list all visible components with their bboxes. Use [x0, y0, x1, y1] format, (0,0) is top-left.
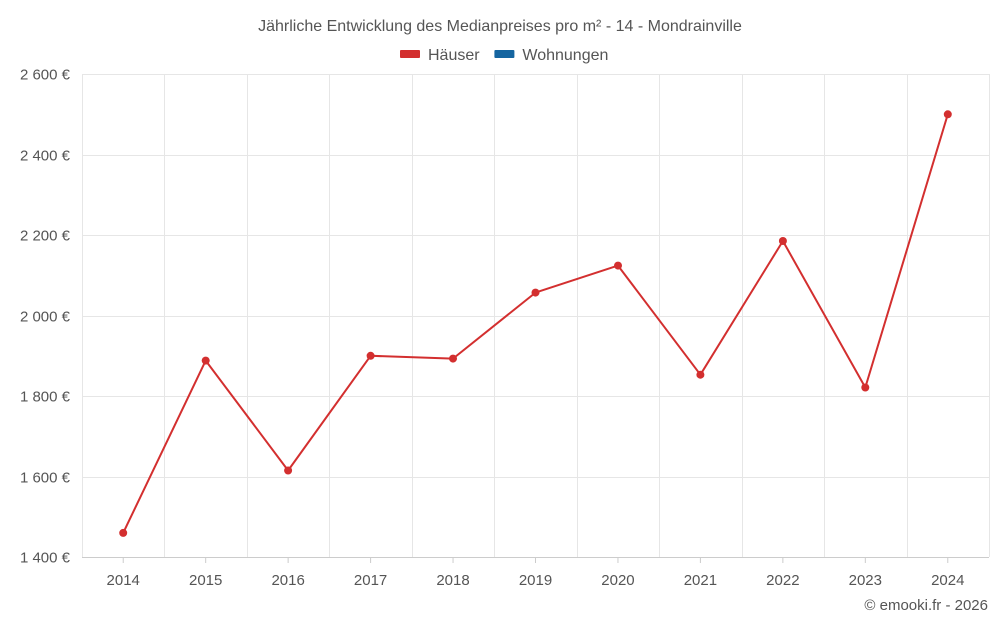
x-tick-label: 2020 — [601, 572, 634, 589]
data-point — [119, 528, 128, 537]
y-tick-label: 2 600 € — [20, 67, 71, 84]
data-point — [778, 237, 787, 245]
x-tick-label: 2022 — [766, 572, 799, 589]
data-point — [696, 370, 705, 379]
x-tick-label: 2021 — [684, 572, 717, 589]
y-tick-label: 2 200 € — [20, 228, 71, 245]
chart-title: Jährliche Entwicklung des Medianpreises … — [258, 18, 742, 35]
y-tick-label: 2 400 € — [20, 148, 71, 165]
legend-swatch — [494, 50, 515, 58]
x-tick-label: 2016 — [271, 572, 304, 589]
x-tick-label: 2015 — [189, 572, 222, 589]
x-tick-label: 2017 — [354, 572, 387, 589]
legend-label: Wohnungen — [522, 47, 608, 64]
data-point — [284, 466, 293, 475]
data-point — [201, 356, 210, 365]
x-tick-label: 2014 — [107, 572, 140, 589]
legend: Häuser Wohnungen — [400, 47, 608, 64]
credit-text: © emooki.fr - 2026 — [864, 597, 988, 614]
y-tick-label: 1 800 € — [20, 389, 71, 406]
y-tick-label: 1 600 € — [20, 470, 71, 487]
legend-label: Häuser — [428, 47, 480, 64]
x-tick-label: 2018 — [436, 572, 469, 589]
y-tick-label: 1 400 € — [20, 550, 71, 567]
data-point — [366, 351, 375, 360]
data-point — [449, 354, 457, 363]
data-point — [531, 288, 540, 297]
data-point — [943, 110, 952, 119]
legend-swatch — [400, 50, 420, 58]
x-tick-label: 2019 — [519, 572, 552, 589]
data-point — [614, 261, 622, 270]
x-tick-label: 2023 — [849, 572, 882, 589]
data-point — [861, 383, 870, 392]
x-tick-label: 2024 — [931, 572, 964, 589]
y-tick-label: 2 000 € — [20, 309, 71, 326]
